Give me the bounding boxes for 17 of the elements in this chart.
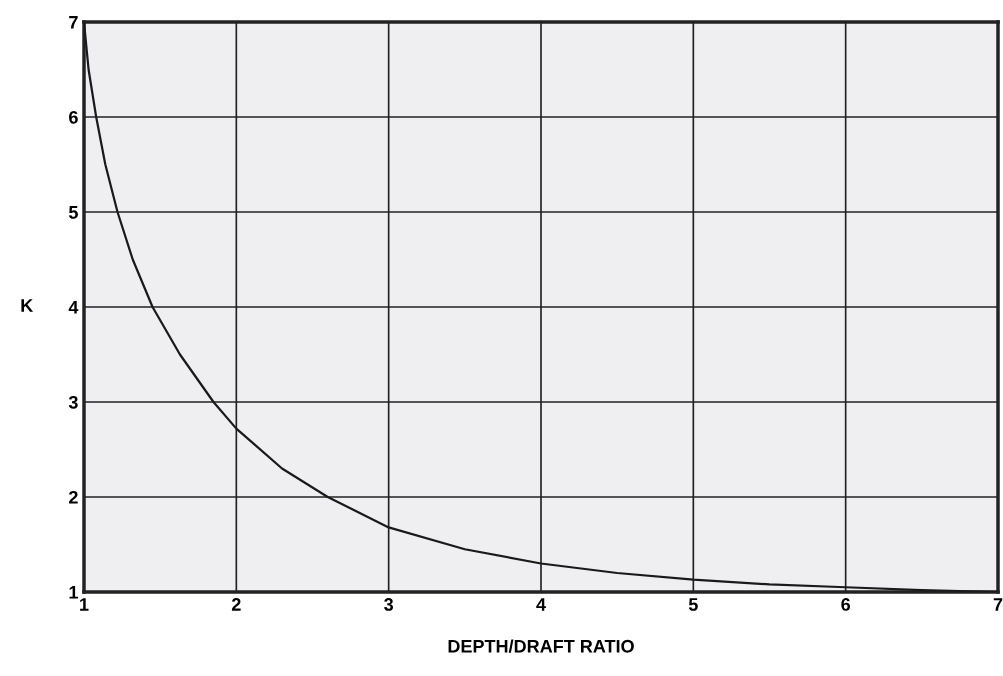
y-tick-label: 3: [68, 395, 78, 409]
x-tick-label: 7: [993, 598, 1003, 611]
y-tick-label: 6: [69, 110, 78, 124]
x-tick-label: 5: [688, 598, 698, 611]
y-tick-label: 2: [69, 490, 78, 504]
x-tick-label: 2: [231, 598, 241, 611]
y-tick-label: 1: [69, 586, 78, 599]
x-tick-label: 6: [841, 598, 851, 611]
y-tick-label: 4: [68, 301, 79, 314]
x-tick-label: 3: [384, 598, 394, 611]
x-tick-label: 4: [536, 598, 546, 611]
line-series: [84, 22, 998, 592]
x-axis-title: DEPTH/DRAFT RATIO: [448, 639, 634, 653]
x-tick-label: 1: [80, 598, 89, 611]
y-axis-title: K: [21, 299, 34, 312]
y-tick-label: 7: [69, 16, 78, 29]
y-tick-label: 5: [68, 206, 78, 219]
